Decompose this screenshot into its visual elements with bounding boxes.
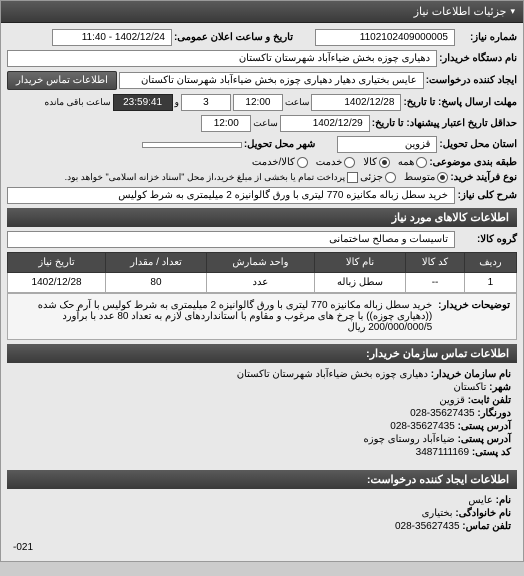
validity-time: 12:00 xyxy=(201,115,251,132)
remaining-label: ساعت باقی مانده xyxy=(45,97,111,108)
requester: عایس بختیاری دهیار دهیاری چوزه بخش ضیاءآ… xyxy=(119,72,424,89)
desc-label: شرح کلی نیاز: xyxy=(457,190,517,201)
panel-header: ▾ جزئیات اطلاعات نیاز xyxy=(1,1,523,23)
panel-title: جزئیات اطلاعات نیاز xyxy=(414,5,507,18)
radio-medium[interactable]: متوسط xyxy=(404,172,448,183)
cell-date: 1402/12/28 xyxy=(8,273,106,293)
buytype-label: نوع فرآیند خرید: xyxy=(450,172,517,183)
province: قزوین xyxy=(337,136,437,153)
org-name-label: نام سازمان خریدار: xyxy=(431,369,511,380)
org-fax: 028-35627435 xyxy=(410,408,475,419)
req-family: بختیاری xyxy=(422,508,453,519)
province-label: استان محل تحویل: xyxy=(439,139,517,150)
org-phone-label: تلفن ثابت: xyxy=(468,395,511,406)
footer-phone: 021- xyxy=(7,540,517,555)
org-postaddr-label: آدرس پستی: xyxy=(458,421,511,432)
org-city: تاکستان xyxy=(453,382,486,393)
req-name-label: نام: xyxy=(496,495,511,506)
org-phone: قزوین xyxy=(439,395,465,406)
public-date: 1402/12/24 - 11:40 xyxy=(52,29,172,46)
cell-code: -- xyxy=(406,273,465,293)
time-label-2: ساعت xyxy=(253,118,278,129)
cell-name: سطل زباله xyxy=(314,273,405,293)
buyer-device-label: نام دستگاه خریدار: xyxy=(439,53,517,64)
validity-label: حداقل تاریخ اعتبار پیشنهاد: تا تاریخ: xyxy=(372,118,517,129)
radio-kalakh[interactable]: کالا/خدمت xyxy=(252,157,308,168)
panel-body: شماره نیاز: 1102102409000005 تاریخ و ساع… xyxy=(1,23,523,561)
col-name: نام کالا xyxy=(314,253,405,273)
org-contact-header: اطلاعات تماس سازمان خریدار: xyxy=(7,344,517,363)
org-postcode: ضیاءآباد روستای چوزه xyxy=(364,434,455,445)
req-phone: 028-35627435 xyxy=(395,521,460,532)
org-name: دهیاری چوزه بخش ضیاءآباد شهرستان تاکستان xyxy=(237,369,428,380)
org-city-label: شهر: xyxy=(489,382,511,393)
city xyxy=(142,142,242,148)
table-row: 1 -- سطل زباله عدد 80 1402/12/28 xyxy=(8,273,517,293)
category-radios: همه کالا خدمت کالا/خدمت xyxy=(252,157,427,168)
org-post: 3487111169 xyxy=(416,447,469,458)
request-no-label: شماره نیاز: xyxy=(457,32,517,43)
group: تاسیسات و مصالح ساختمانی xyxy=(7,231,455,248)
note-text: خرید سطل زباله مکانیزه 770 لیتری با ورق … xyxy=(14,300,432,333)
time-label-1: ساعت xyxy=(285,97,310,108)
col-date: تاریخ نیاز xyxy=(8,253,106,273)
remaining-time: 23:59:41 xyxy=(113,94,173,111)
buyer-note: توضیحات خریدار: خرید سطل زباله مکانیزه 7… xyxy=(7,293,517,340)
table-header-row: ردیف کد کالا نام کالا واحد شمارش تعداد /… xyxy=(8,253,517,273)
collapse-icon[interactable]: ▾ xyxy=(510,6,515,17)
request-no: 1102102409000005 xyxy=(315,29,455,46)
req-name: عایس xyxy=(468,495,493,506)
group-label: گروه کالا: xyxy=(457,234,517,245)
org-fax-label: دورنگار: xyxy=(477,408,511,419)
main-panel: ▾ جزئیات اطلاعات نیاز شماره نیاز: 110210… xyxy=(0,0,524,562)
response-time: 12:00 xyxy=(233,94,283,111)
cell-row: 1 xyxy=(464,273,516,293)
validity-date: 1402/12/29 xyxy=(280,115,370,132)
requester-contact-header: اطلاعات ایجاد کننده درخواست: xyxy=(7,470,517,489)
requester-label: ایجاد کننده درخواست: xyxy=(426,75,517,86)
note-label: توضیحات خریدار: xyxy=(438,300,510,333)
radio-goods[interactable]: کالا xyxy=(363,157,390,168)
desc: خرید سطل زباله مکانیزه 770 لیتری با ورق … xyxy=(7,187,455,204)
org-post-label: کد پستی: xyxy=(472,447,511,458)
buytype-radios: متوسط جزئی xyxy=(360,172,448,183)
col-code: کد کالا xyxy=(406,253,465,273)
payment-checkbox[interactable] xyxy=(347,172,358,183)
days: 3 xyxy=(181,94,231,111)
org-postcode-label: آدرس پستی: xyxy=(458,434,511,445)
radio-service[interactable]: خدمت xyxy=(316,157,356,168)
public-date-label: تاریخ و ساعت اعلان عمومی: xyxy=(174,32,293,43)
and-label: و xyxy=(175,97,179,108)
radio-all[interactable]: همه xyxy=(398,157,427,168)
cell-qty: 80 xyxy=(106,273,207,293)
org-contact-section: نام سازمان خریدار: دهیاری چوزه بخش ضیاءآ… xyxy=(7,363,517,466)
city-label: شهر محل تحویل: xyxy=(244,139,316,150)
req-family-label: نام خانوادگی: xyxy=(455,508,511,519)
buyer-device: دهیاری چوزه بخش ضیاءآباد شهرستان تاکستان xyxy=(7,50,437,67)
req-phone-label: تلفن تماس: xyxy=(462,521,511,532)
radio-partial[interactable]: جزئی xyxy=(360,172,396,183)
buyer-contact-button[interactable]: اطلاعات تماس خریدار xyxy=(7,71,117,90)
cell-unit: عدد xyxy=(206,273,314,293)
requester-contact-section: نام: عایس نام خانوادگی: بختیاری تلفن تما… xyxy=(7,489,517,540)
response-deadline-label: مهلت ارسال پاسخ: تا تاریخ: xyxy=(403,97,517,108)
category-label: طبقه بندی موضوعی: xyxy=(429,157,517,168)
response-date: 1402/12/28 xyxy=(311,94,401,111)
col-row: ردیف xyxy=(464,253,516,273)
goods-info-header: اطلاعات کالاهای مورد نیاز xyxy=(7,208,517,227)
col-qty: تعداد / مقدار xyxy=(106,253,207,273)
goods-table: ردیف کد کالا نام کالا واحد شمارش تعداد /… xyxy=(7,252,517,293)
payment-note: پرداخت تمام یا بخشی از مبلغ خرید،از محل … xyxy=(65,172,345,183)
org-postaddr: 028-35627435 xyxy=(390,421,455,432)
col-unit: واحد شمارش xyxy=(206,253,314,273)
